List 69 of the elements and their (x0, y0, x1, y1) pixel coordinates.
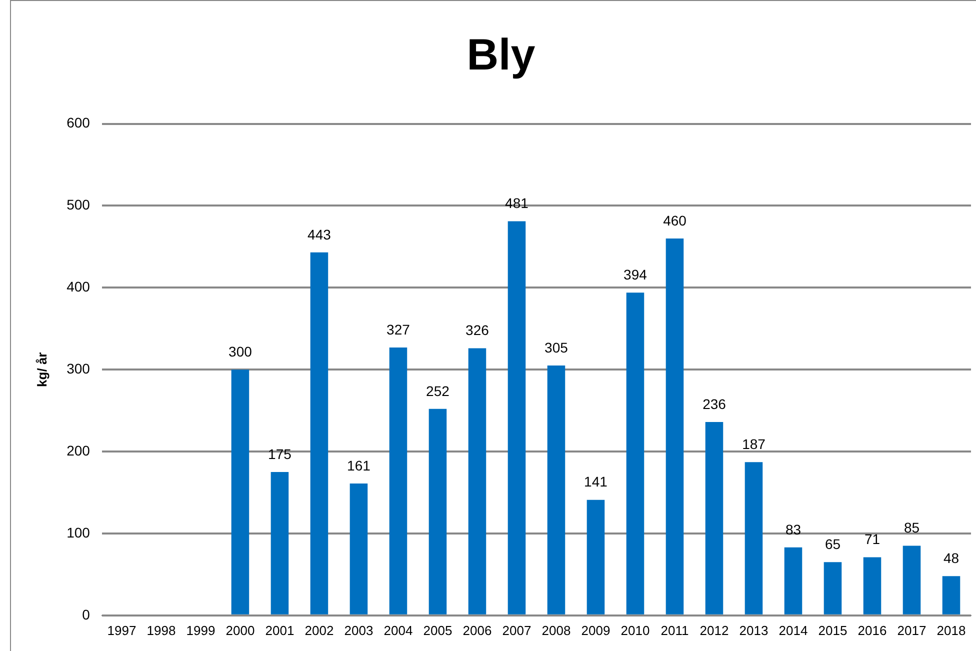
y-tick-label: 600 (66, 114, 90, 131)
x-tick-label: 2003 (344, 622, 374, 638)
chart-title: Bly (466, 30, 536, 80)
x-tick-label: 2014 (778, 622, 808, 638)
bar (270, 472, 289, 614)
x-tick-label: 2010 (620, 622, 650, 638)
x-tick-label: 2008 (542, 622, 571, 638)
x-tick-label: 1998 (146, 622, 176, 638)
data-label: 394 (624, 266, 648, 282)
y-axis-title: kg/ år (34, 352, 50, 387)
x-tick-label: 2018 (936, 622, 966, 638)
bar (784, 547, 802, 614)
bar (508, 221, 526, 614)
data-label: 460 (663, 212, 687, 228)
x-tick-label: 2009 (581, 622, 610, 638)
bar (902, 546, 921, 614)
data-label: 305 (544, 339, 568, 356)
bar (350, 483, 368, 614)
y-tick-label: 400 (66, 278, 90, 295)
x-tick-label: 2015 (818, 622, 848, 638)
data-label: 187 (742, 436, 766, 452)
bar (942, 576, 960, 614)
x-tick-label: 2007 (502, 622, 532, 638)
y-tick-label: 500 (66, 196, 90, 213)
bar (547, 366, 566, 614)
x-tick-label: 2004 (384, 622, 413, 638)
data-label: 326 (466, 322, 490, 338)
data-label: 236 (702, 396, 726, 412)
data-label: 327 (386, 321, 410, 338)
x-tick-label: 2017 (897, 622, 926, 638)
bar (310, 252, 328, 614)
x-tick-label: 2002 (304, 622, 334, 638)
bar (586, 500, 605, 614)
data-label: 161 (347, 457, 371, 474)
data-label: 85 (904, 520, 920, 536)
y-tick-label: 200 (66, 442, 90, 458)
y-tick-label: 0 (82, 606, 90, 622)
data-label: 71 (864, 531, 880, 548)
y-tick-label: 100 (66, 524, 90, 540)
bar (705, 422, 724, 614)
data-label: 481 (505, 195, 529, 212)
data-label: 48 (943, 550, 960, 566)
data-label: 65 (824, 536, 841, 552)
data-label: 300 (228, 343, 252, 360)
bar (428, 408, 447, 614)
x-tick-label: 2000 (226, 622, 255, 638)
x-tick-label: 2012 (700, 622, 729, 638)
data-label: 175 (268, 446, 292, 462)
bar (863, 557, 882, 614)
bar (231, 370, 250, 614)
bar (626, 292, 644, 614)
bar (744, 462, 763, 614)
data-label: 443 (308, 226, 332, 242)
x-tick-label: 2001 (265, 622, 294, 638)
x-tick-label: 2006 (462, 622, 492, 638)
y-tick-label: 300 (66, 360, 90, 376)
bar (666, 238, 684, 614)
x-tick-label: 2016 (858, 622, 887, 638)
x-tick-label: 2013 (739, 622, 768, 638)
x-tick-label: 1999 (186, 622, 216, 638)
data-label: 252 (426, 382, 450, 399)
x-tick-label: 2005 (423, 622, 452, 638)
x-tick-label: 2011 (660, 622, 689, 638)
x-tick-label: 1997 (107, 622, 136, 638)
data-label: 83 (785, 521, 802, 538)
bar (824, 562, 842, 614)
data-label: 141 (584, 474, 608, 490)
bar (389, 347, 408, 614)
bar (468, 348, 486, 614)
